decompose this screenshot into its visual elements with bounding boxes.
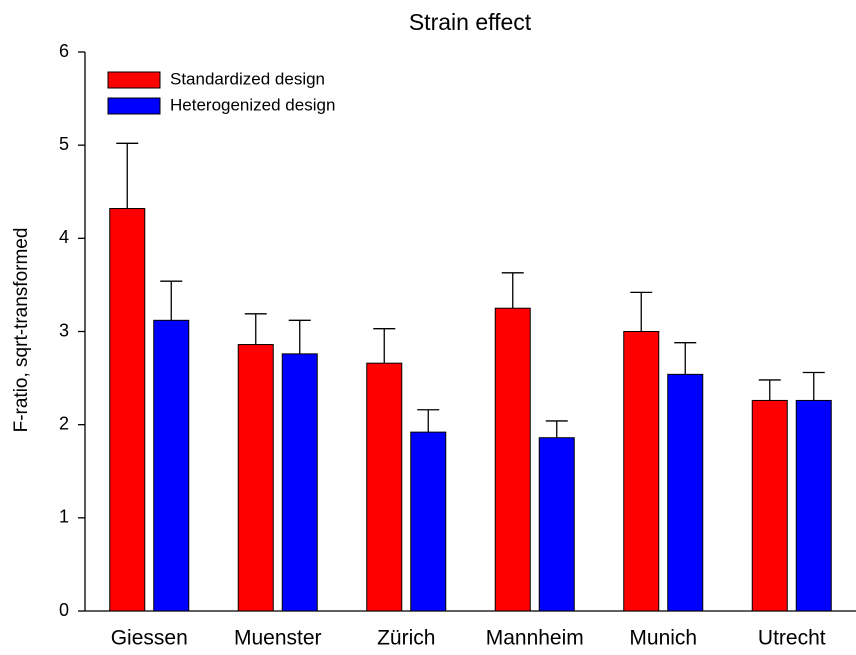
bar bbox=[667, 373, 704, 612]
bar bbox=[494, 307, 531, 612]
bar bbox=[153, 319, 190, 612]
legend-label: Standardized design bbox=[170, 69, 325, 88]
y-tick-label: 3 bbox=[59, 320, 69, 340]
x-tick-label: Zürich bbox=[377, 627, 435, 650]
legend-swatch bbox=[107, 71, 161, 89]
bar bbox=[366, 362, 403, 612]
x-tick-label: Utrecht bbox=[758, 627, 826, 650]
y-tick-label: 4 bbox=[59, 227, 69, 247]
y-tick-label: 5 bbox=[59, 134, 69, 154]
legend-label: Heterogenized design bbox=[170, 95, 335, 114]
bar bbox=[623, 331, 660, 612]
y-tick-label: 2 bbox=[59, 413, 69, 433]
bar bbox=[109, 208, 146, 612]
x-tick-label: Muenster bbox=[234, 627, 322, 650]
legend-swatch bbox=[107, 97, 161, 115]
y-tick-label: 0 bbox=[59, 600, 69, 620]
bar bbox=[237, 344, 274, 612]
bar bbox=[751, 399, 788, 612]
bar bbox=[410, 431, 447, 612]
x-tick-label: Mannheim bbox=[486, 627, 584, 650]
x-tick-label: Giessen bbox=[111, 627, 188, 650]
bar bbox=[281, 353, 318, 612]
y-tick-label: 1 bbox=[59, 507, 69, 527]
y-axis-label: F-ratio, sqrt-transformed bbox=[11, 228, 32, 433]
y-tick-label: 6 bbox=[59, 41, 69, 61]
x-tick-label: Munich bbox=[629, 627, 697, 650]
chart-title: Strain effect bbox=[409, 9, 532, 35]
bar bbox=[538, 437, 575, 612]
bar bbox=[795, 399, 832, 612]
